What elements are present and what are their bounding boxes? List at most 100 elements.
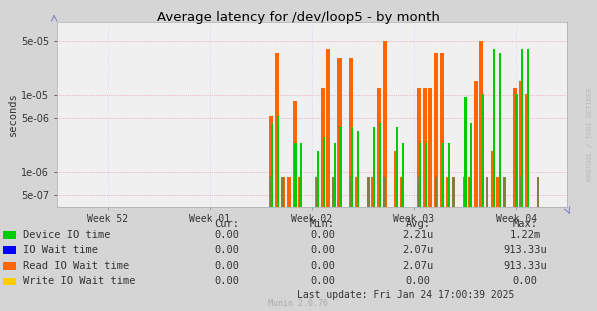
Bar [440,53,444,207]
Bar [339,127,341,207]
Bar [417,88,421,207]
Bar [485,177,488,207]
Bar [334,143,336,207]
Bar [520,177,522,207]
Bar [281,177,284,207]
Bar [434,53,438,207]
Bar [496,177,500,207]
Bar [383,177,386,207]
Text: 0.00: 0.00 [513,276,538,286]
Bar [448,143,450,207]
Bar [350,177,353,207]
Bar [333,177,336,207]
Text: Cur:: Cur: [214,219,239,229]
Bar [469,177,472,207]
Bar [527,49,529,207]
Bar [491,151,495,207]
Text: 913.33u: 913.33u [503,261,547,271]
Text: Avg:: Avg: [405,219,430,229]
Bar [400,177,404,207]
Bar [293,101,297,207]
Bar [493,49,496,207]
Bar [315,177,319,207]
Text: 0.00: 0.00 [214,261,239,271]
Bar [513,88,517,207]
Text: Max:: Max: [513,219,538,229]
Bar [271,123,273,207]
Bar [298,177,302,207]
Text: RRDTOOL / TOBI OETIKER: RRDTOOL / TOBI OETIKER [587,87,593,181]
Y-axis label: seconds: seconds [8,92,18,136]
Bar [351,127,353,207]
Bar [515,94,518,207]
Text: 0.00: 0.00 [310,230,335,240]
Text: 0.00: 0.00 [214,245,239,255]
Bar [464,97,467,207]
Text: 2.07u: 2.07u [402,261,433,271]
Bar [479,41,484,207]
Bar [482,94,484,207]
Bar [275,53,279,207]
Bar [402,143,404,207]
Bar [332,177,336,207]
Bar [281,177,285,207]
Bar [367,177,370,207]
Text: Device IO time: Device IO time [23,230,110,240]
Bar [298,177,301,207]
Bar [337,58,341,207]
Text: Min:: Min: [310,219,335,229]
Bar [316,177,318,207]
Bar [423,88,427,207]
Text: 0.00: 0.00 [310,245,335,255]
Bar [525,94,529,207]
Bar [355,177,359,207]
Text: Read IO Wait time: Read IO Wait time [23,261,129,271]
Text: 2.21u: 2.21u [402,230,433,240]
Bar [521,49,524,207]
Text: IO Wait time: IO Wait time [23,245,98,255]
Bar [442,143,444,207]
Bar [468,177,472,207]
Bar [435,177,438,207]
Bar [277,116,279,207]
Text: 0.00: 0.00 [214,276,239,286]
Bar [537,177,540,207]
Bar [418,177,420,207]
Text: 2.07u: 2.07u [402,245,433,255]
Bar [452,177,455,207]
Bar [371,177,376,207]
Text: 1.22m: 1.22m [510,230,541,240]
Bar [287,177,291,207]
Text: Average latency for /dev/loop5 - by month: Average latency for /dev/loop5 - by mont… [157,11,440,24]
Bar [419,143,421,207]
Bar [357,132,359,207]
Bar [463,177,467,207]
Bar [446,177,450,207]
Bar [519,81,523,207]
Bar [394,151,398,207]
Bar [269,116,273,207]
Text: Last update: Fri Jan 24 17:00:39 2025: Last update: Fri Jan 24 17:00:39 2025 [297,290,515,300]
Bar [401,177,404,207]
Text: 0.00: 0.00 [405,276,430,286]
Text: 0.00: 0.00 [310,261,335,271]
Bar [326,49,330,207]
Text: Write IO Wait time: Write IO Wait time [23,276,135,286]
Bar [300,143,302,207]
Bar [498,53,501,207]
Bar [379,123,381,207]
Bar [396,127,398,207]
Bar [383,41,387,207]
Bar [470,123,472,207]
Bar [377,88,381,207]
Text: 0.00: 0.00 [214,230,239,240]
Bar [270,177,272,207]
Bar [294,143,297,207]
Text: Munin 2.0.76: Munin 2.0.76 [269,299,328,308]
Bar [321,88,325,207]
Bar [428,88,432,207]
Bar [349,58,353,207]
Text: 0.00: 0.00 [310,276,335,286]
Text: 913.33u: 913.33u [503,245,547,255]
Bar [503,177,506,207]
